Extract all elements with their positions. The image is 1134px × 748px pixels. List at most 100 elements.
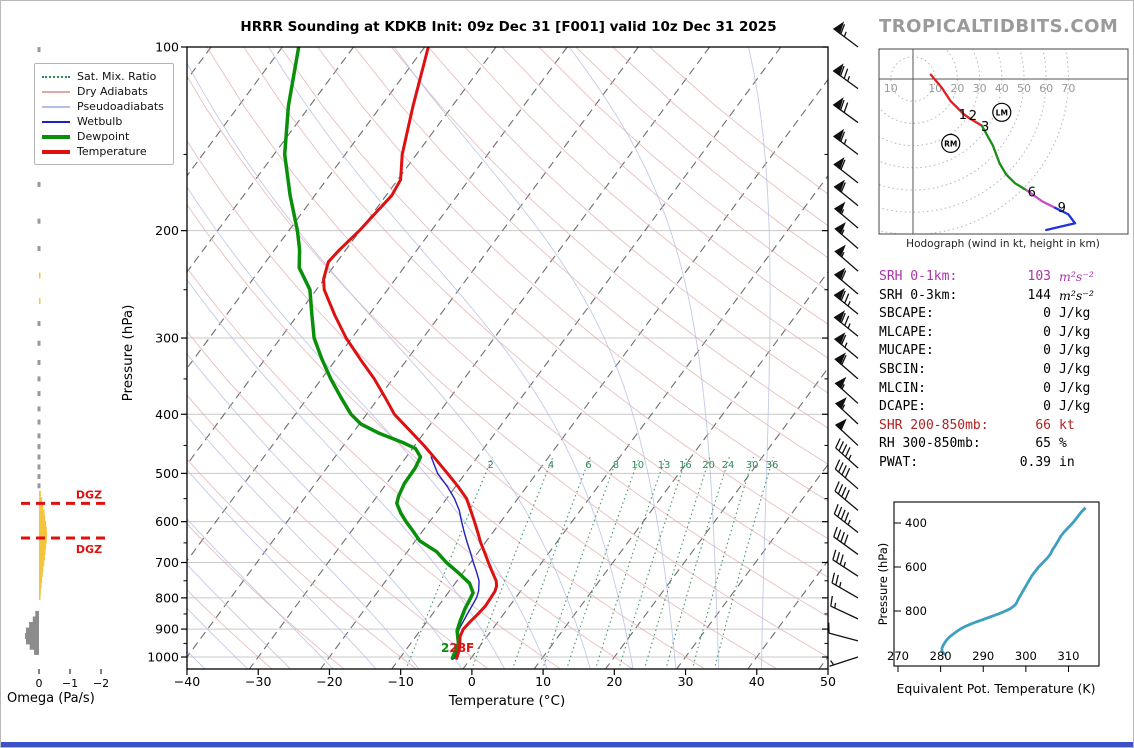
omega-bar: [39, 272, 41, 279]
omega-zero-dash: [37, 433, 41, 439]
surface-dewpoint-label: 2: [441, 641, 450, 655]
stat-label: SRH 0-3km:: [879, 287, 958, 303]
barb-half: [847, 300, 851, 307]
barb-full: [833, 504, 839, 515]
x-tick-label: 10: [535, 674, 551, 689]
dry-adiabat-line: [390, 47, 828, 429]
barb-pennant: [832, 97, 844, 111]
omega-bar: [39, 582, 42, 589]
wind-barb: [834, 376, 859, 404]
wind-barb: [834, 397, 859, 425]
barb-pennant: [833, 157, 845, 170]
pseudoadiabat-line: [393, 47, 677, 669]
p-tick-label: 200: [155, 223, 179, 238]
stat-value: 0: [1043, 380, 1051, 396]
omega-bar: [32, 616, 39, 623]
barb-full: [838, 462, 844, 473]
omega-bar: [25, 627, 39, 634]
stat-row: SHR 200-850mb: 66 kt: [873, 418, 1131, 437]
omega-bar: [39, 490, 41, 497]
barb-full: [831, 572, 836, 584]
mixing-ratio-label: 24: [722, 460, 735, 471]
dry-adiabat-line: [317, 47, 828, 502]
stat-value: 0: [1043, 343, 1051, 359]
wind-barb: [832, 63, 859, 90]
pseudoadiabat-line: [748, 47, 771, 669]
legend-item-label: Dry Adiabats: [77, 85, 148, 98]
stat-label: SBCAPE:: [879, 306, 934, 322]
wind-barb: [832, 549, 859, 577]
omega-bar: [39, 298, 41, 305]
barb-pennant: [834, 352, 846, 365]
omega-bar: [39, 537, 47, 544]
barb-full: [843, 68, 849, 79]
pseudoadiabat-line: [187, 61, 591, 669]
wind-barb: [832, 21, 859, 48]
stat-row: MLCAPE: 0 J/kg: [873, 325, 1131, 344]
thetae-x-tick-label: 290: [972, 649, 994, 663]
barb-staff: [833, 536, 859, 555]
wind-barb: [833, 310, 859, 337]
barb-half: [848, 454, 852, 461]
legend-swatch: [42, 75, 70, 78]
p-tick-label: 400: [155, 407, 179, 422]
p-tick-label: 600: [155, 514, 179, 529]
thetae-p-tick-label: 800: [905, 604, 927, 618]
mixing-ratio-label: 10: [631, 460, 644, 471]
dry-adiabat-line: [187, 330, 562, 669]
barb-full: [839, 554, 844, 565]
barb-full: [833, 526, 838, 538]
barb-half: [843, 139, 847, 145]
barb-full: [840, 182, 846, 193]
omega-bar: [39, 520, 47, 527]
omega-zero-dash: [37, 47, 41, 53]
wind-barb: [829, 656, 859, 667]
hodograph-trace-9-12km: [1045, 206, 1077, 232]
mixing-ratio-label: 2: [487, 460, 493, 471]
p-tick-label: 700: [155, 555, 179, 570]
barb-half: [840, 209, 845, 215]
omega-bar: [39, 560, 45, 567]
stat-value: 0.39: [1019, 454, 1051, 470]
omega-tick-label: 0: [36, 677, 43, 690]
stat-row: SBCIN: 0 J/kg: [873, 362, 1131, 381]
omega-bar: [39, 577, 43, 584]
legend-item: Temperature: [42, 144, 164, 159]
thetae-x-tick-label: 280: [930, 649, 952, 663]
stat-value: 65: [1035, 436, 1051, 452]
mixing-ratio-line: [618, 456, 688, 669]
legend-item: Wetbulb: [42, 114, 164, 129]
omega-bar: [39, 497, 43, 504]
omega-bar: [29, 643, 39, 650]
omega-bar: [39, 588, 41, 595]
omega-bar: [39, 571, 43, 578]
stat-unit: J/kg: [1059, 343, 1091, 359]
omega-bar: [39, 532, 48, 539]
dry-adiabat-line: [501, 47, 828, 325]
mixing-ratio-line: [512, 456, 591, 669]
stat-label: PWAT:: [879, 454, 919, 470]
barb-pennant: [834, 244, 846, 258]
barb-staff: [828, 632, 859, 642]
barb-half: [843, 561, 846, 568]
thetae-p-tick-label: 400: [905, 516, 927, 530]
stat-label: SHR 200-850mb:: [879, 417, 989, 433]
omega-bar: [25, 638, 39, 645]
dry-adiabat-line: [187, 203, 706, 669]
pseudoadiabat-line: [187, 415, 420, 669]
stat-value: 103: [1027, 269, 1051, 284]
stat-value: 66: [1035, 417, 1051, 433]
legend-swatch: [42, 105, 70, 108]
wind-barb: [833, 179, 859, 207]
barb-full: [839, 65, 845, 77]
thetae-axis-label: Equivalent Pot. Temperature (K): [896, 681, 1096, 696]
isotherm-line: [248, 47, 711, 669]
omega-bar: [39, 509, 45, 516]
barb-full: [841, 354, 847, 366]
stat-unit: J/kg: [1059, 361, 1091, 377]
barb-staff: [834, 490, 859, 511]
isotherm-line: [462, 174, 828, 669]
mixing-ratio-line: [665, 456, 730, 669]
